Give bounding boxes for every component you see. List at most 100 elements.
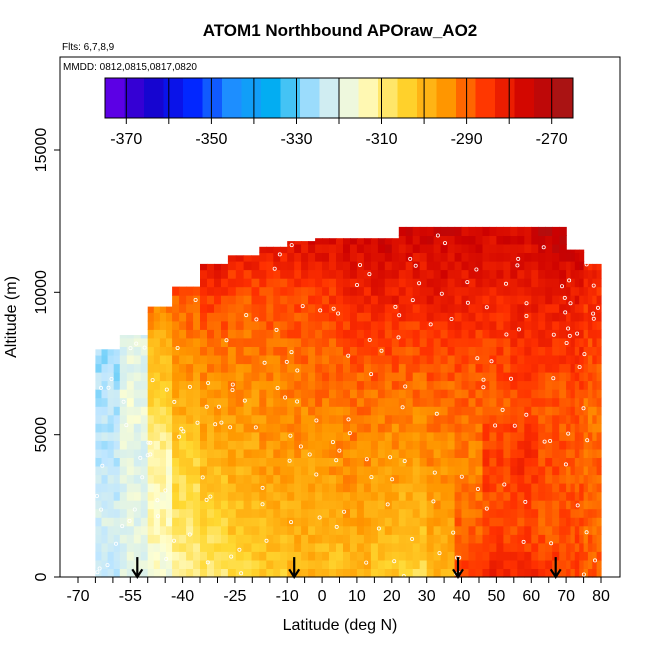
heatmap-cell [322, 406, 330, 416]
heatmap-cell [447, 457, 456, 467]
heatmap-cell [186, 517, 194, 527]
heatmap-cell [384, 517, 393, 527]
observation-point [230, 387, 235, 392]
heatmap-cell [207, 431, 215, 441]
heatmap-cell [461, 483, 470, 493]
heatmap-cell [251, 448, 260, 458]
heatmap-cell [496, 517, 504, 527]
heatmap-cell [280, 508, 288, 518]
heatmap-cell [329, 406, 337, 416]
heatmap-cell [583, 320, 589, 330]
heatmap-cell [193, 457, 201, 467]
heatmap-cell [166, 320, 173, 330]
heatmap-cell [280, 261, 288, 271]
heatmap-cell [524, 542, 532, 552]
heatmap-cell [159, 440, 167, 450]
heatmap-cell [510, 414, 518, 424]
heatmap-cell [126, 397, 135, 407]
heatmap-cell [315, 551, 323, 561]
heatmap-cell [259, 414, 267, 424]
observation-point [449, 316, 454, 321]
heatmap-cell [579, 346, 585, 356]
heatmap-cell [280, 312, 288, 322]
observation-point [524, 412, 529, 417]
observation-point [354, 282, 359, 287]
observation-point [379, 348, 384, 353]
heatmap-cell [384, 243, 393, 253]
heatmap-cell [447, 551, 456, 561]
heatmap-cell [517, 397, 525, 407]
heatmap-cell [280, 320, 288, 330]
heatmap-cell [538, 542, 546, 552]
heatmap-cell [221, 431, 229, 441]
heatmap-cell [559, 457, 567, 467]
heatmap-cell [301, 261, 309, 271]
heatmap-cell [419, 414, 428, 424]
heatmap-cell [370, 551, 379, 561]
heatmap-cell [587, 329, 593, 339]
heatmap-cell [301, 457, 309, 467]
heatmap-cell [179, 406, 187, 416]
heatmap-cell [207, 466, 215, 476]
heatmap-cell [461, 542, 470, 552]
heatmap-cell [107, 559, 115, 569]
heatmap-cell [147, 457, 155, 467]
heatmap-cell [350, 500, 358, 510]
heatmap-cell [166, 431, 173, 441]
heatmap-cell [454, 278, 463, 288]
heatmap-cell [179, 414, 187, 424]
observation-point [132, 507, 137, 512]
heatmap-cell [350, 508, 358, 518]
heatmap-cell [510, 380, 518, 390]
heatmap-cell [308, 389, 316, 399]
heatmap-cell [280, 448, 288, 458]
heatmap-cell [227, 397, 237, 407]
heatmap-cell [273, 466, 281, 476]
heatmap-cell [384, 346, 393, 356]
heatmap-cell [579, 252, 585, 262]
heatmap-cell [592, 355, 598, 365]
heatmap-cell [405, 542, 414, 552]
heatmap-cell [482, 235, 491, 245]
heatmap-cell [447, 491, 456, 501]
heatmap-cell [475, 346, 484, 356]
heatmap-cell [377, 329, 386, 339]
heatmap-cell [510, 406, 518, 416]
heatmap-cell [186, 423, 194, 433]
heatmap-cell [153, 551, 161, 561]
heatmap-cell [280, 372, 288, 382]
heatmap-cell [468, 363, 477, 373]
heatmap-cell [419, 525, 428, 535]
heatmap-cell [482, 303, 491, 313]
heatmap-cell [496, 414, 504, 424]
heatmap-cell [119, 355, 128, 365]
heatmap-cell [489, 346, 497, 356]
heatmap-cell [227, 414, 237, 424]
heatmap-cell [596, 466, 602, 476]
heatmap-cell [227, 295, 237, 305]
heatmap-cell [266, 346, 274, 356]
heatmap-cell [447, 252, 456, 262]
heatmap-cell [221, 525, 229, 535]
heatmap-cell [221, 278, 229, 288]
heatmap-cell [574, 372, 580, 382]
heatmap-cell [214, 551, 222, 561]
heatmap-cell [336, 380, 344, 390]
heatmap-cell [433, 483, 442, 493]
heatmap-cell [405, 380, 414, 390]
heatmap-cell [140, 448, 149, 458]
heatmap-cell [95, 551, 103, 561]
heatmap-cell [468, 568, 477, 578]
heatmap-cell [433, 525, 442, 535]
colorbar-cell [553, 78, 574, 118]
heatmap-cell [592, 337, 598, 347]
heatmap-cell [193, 559, 201, 569]
heatmap-cell [95, 397, 103, 407]
heatmap-cell [294, 286, 302, 296]
observation-point [289, 350, 294, 355]
heatmap-cell [587, 466, 593, 476]
heatmap-cell [496, 568, 504, 578]
heatmap-cell [592, 346, 598, 356]
heatmap-cell [433, 252, 442, 262]
heatmap-cell [538, 261, 546, 271]
